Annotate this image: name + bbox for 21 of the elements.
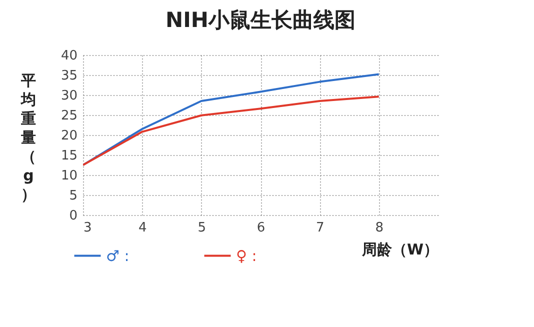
y-tick-label: 15 bbox=[60, 148, 78, 164]
y-tick-label: 30 bbox=[60, 88, 78, 104]
y-tick-label: 40 bbox=[60, 48, 78, 64]
line-series bbox=[83, 96, 380, 166]
legend-label: ♀ : bbox=[236, 246, 257, 265]
x-tick-label: 8 bbox=[375, 220, 384, 236]
x-tick-label: 5 bbox=[198, 220, 206, 236]
x-tick-label: 6 bbox=[256, 220, 266, 236]
y-tick-label: 20 bbox=[60, 128, 78, 144]
y-tick-label: 10 bbox=[60, 168, 78, 184]
x-tick-label: 7 bbox=[316, 220, 324, 236]
y-axis-title: 平均重量（g） bbox=[20, 72, 36, 204]
y-tick-label: 0 bbox=[69, 208, 78, 224]
y-tick-label: 35 bbox=[60, 68, 78, 84]
chart-title: NIH小鼠生长曲线图 bbox=[166, 8, 356, 32]
x-tick-label: 4 bbox=[138, 220, 147, 236]
legend-label: ♂ : bbox=[106, 246, 130, 265]
x-tick-label: 3 bbox=[84, 220, 92, 236]
x-axis-title: 周龄（W） bbox=[360, 240, 438, 258]
y-tick-label: 5 bbox=[69, 188, 78, 204]
y-tick-label: 25 bbox=[60, 108, 78, 124]
